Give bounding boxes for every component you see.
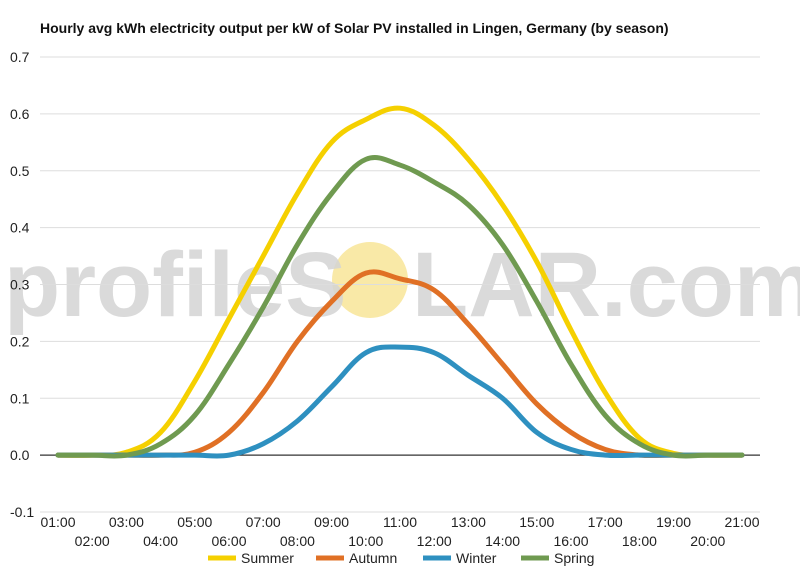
x-tick-label: 08:00	[280, 533, 315, 549]
x-tick-label: 16:00	[553, 533, 588, 549]
x-tick-label: 10:00	[348, 533, 383, 549]
x-tick-label: 13:00	[451, 514, 486, 530]
chart-title: Hourly avg kWh electricity output per kW…	[40, 20, 669, 36]
series-lines	[55, 105, 745, 459]
series-line-summer	[55, 105, 745, 458]
legend-label-winter: Winter	[456, 550, 497, 566]
x-tick-label: 01:00	[40, 514, 75, 530]
y-tick-label: 0.7	[10, 49, 30, 65]
y-tick-label: 0.5	[10, 163, 30, 179]
x-tick-label: 07:00	[246, 514, 281, 530]
x-tick-label: 21:00	[724, 514, 759, 530]
x-tick-label: 06:00	[211, 533, 246, 549]
y-tick-label: 0.4	[10, 220, 30, 236]
x-tick-label: 05:00	[177, 514, 212, 530]
y-tick-label: 0.2	[10, 333, 30, 349]
y-tick-label: -0.1	[10, 504, 34, 520]
watermark-sun	[332, 242, 408, 318]
x-tick-label: 03:00	[109, 514, 144, 530]
y-tick-label: 0.6	[10, 106, 30, 122]
x-tick-label: 14:00	[485, 533, 520, 549]
x-tick-label: 17:00	[588, 514, 623, 530]
series-line-spring	[55, 155, 745, 459]
x-tick-label: 11:00	[383, 514, 417, 530]
x-tick-label: 02:00	[75, 533, 110, 549]
y-tick-label: 0.1	[10, 390, 30, 406]
y-axis-ticks: 0.7 0.6 0.5 0.4 0.3 0.2 0.1 0.0 -0.1	[10, 49, 34, 520]
legend-label-autumn: Autumn	[349, 550, 397, 566]
y-tick-label: 0.3	[10, 277, 30, 293]
series-line-winter	[55, 344, 745, 459]
x-tick-label: 12:00	[417, 533, 452, 549]
legend-label-summer: Summer	[241, 550, 294, 566]
x-tick-label: 15:00	[519, 514, 554, 530]
x-tick-label: 09:00	[314, 514, 349, 530]
x-tick-label: 20:00	[690, 533, 725, 549]
y-tick-label: 0.0	[10, 447, 30, 463]
x-tick-label: 19:00	[656, 514, 691, 530]
legend-label-spring: Spring	[554, 550, 594, 566]
x-tick-label: 18:00	[622, 533, 657, 549]
x-tick-label: 04:00	[143, 533, 178, 549]
legend: Summer Autumn Winter Spring	[208, 550, 594, 566]
